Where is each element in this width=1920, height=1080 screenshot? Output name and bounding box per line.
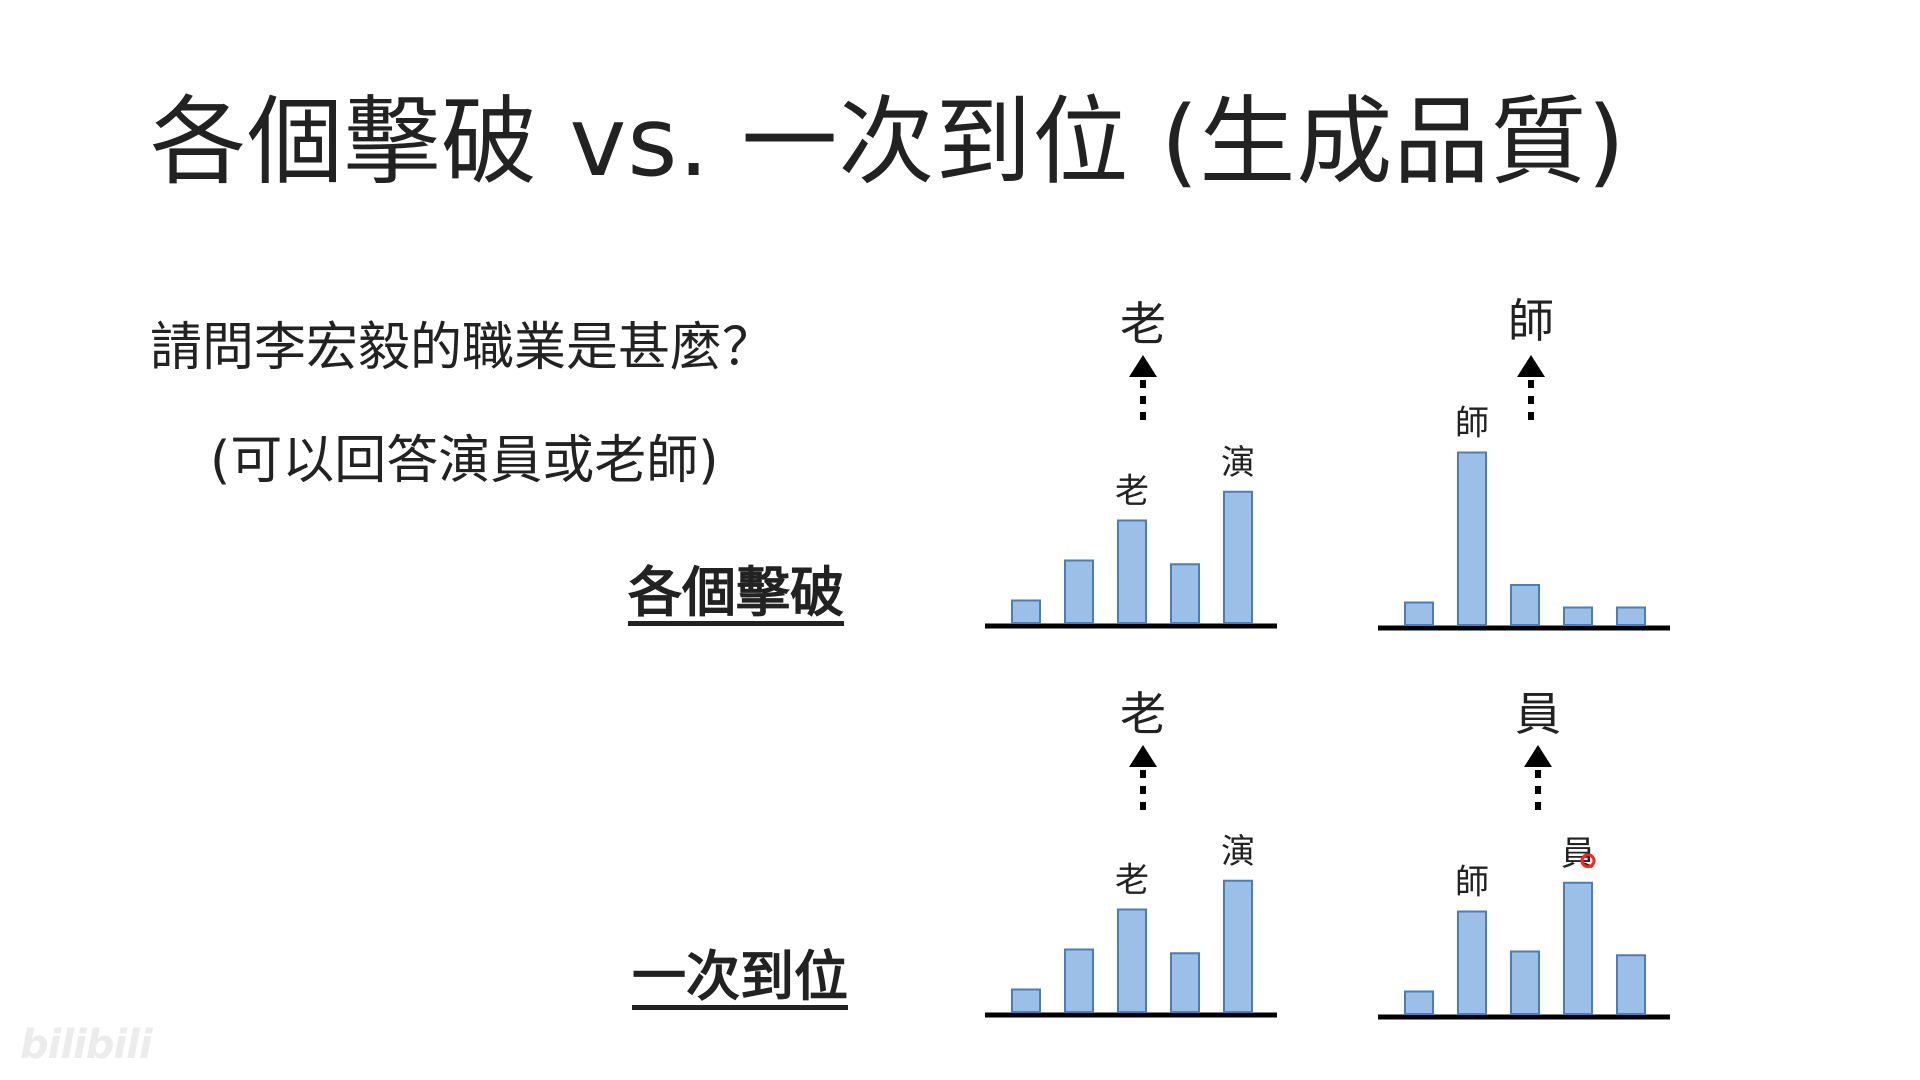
arrowhead-icon (1517, 355, 1545, 377)
chart-bar (1563, 881, 1593, 1015)
arrowhead-icon (1524, 745, 1552, 767)
chart-bar (1170, 563, 1200, 624)
bar-label: 老 (1115, 472, 1149, 512)
chart-bar (1616, 606, 1646, 626)
chart-bar (1404, 601, 1434, 626)
bar-label: 演 (1221, 443, 1255, 483)
arrowhead-icon (1129, 355, 1157, 377)
chart-bar (1457, 451, 1487, 626)
cursor-indicator (1580, 853, 1596, 869)
chart-bar (1616, 954, 1646, 1015)
chart-bar (1064, 948, 1094, 1013)
chart-bar (1011, 988, 1041, 1013)
output-token: 老 (1120, 297, 1166, 351)
output-token: 師 (1508, 294, 1554, 348)
bar-label: 演 (1221, 832, 1255, 872)
bar-label: 師 (1455, 404, 1489, 444)
question-text: 請問李宏毅的職業是甚麼？ (150, 318, 775, 378)
chart-bar (1011, 599, 1041, 624)
row-label-divide: 各個擊破 (628, 561, 844, 624)
chart-bar (1223, 490, 1253, 624)
chart-bar (1404, 990, 1434, 1015)
row-label-at-once: 一次到位 (632, 945, 848, 1008)
chart-bar (1510, 584, 1540, 626)
chart-bar (1223, 879, 1253, 1013)
watermark-logo: bilibili (20, 1022, 153, 1068)
arrowhead-icon (1129, 745, 1157, 767)
chart-bar (1457, 910, 1487, 1015)
bar-label: 老 (1115, 861, 1149, 901)
chart-bar (1563, 606, 1593, 626)
chart-bar (1510, 950, 1540, 1015)
chart-bar (1117, 908, 1147, 1013)
chart-bar (1117, 519, 1147, 624)
chart-bar (1170, 952, 1200, 1013)
output-token: 員 (1515, 687, 1561, 741)
output-token: 老 (1120, 687, 1166, 741)
slide-title: 各個擊破 vs. 一次到位 (生成品質) (150, 86, 1626, 198)
bar-label: 師 (1455, 863, 1489, 903)
hint-text: (可以回答演員或老師) (210, 431, 719, 491)
chart-bar (1064, 559, 1094, 624)
